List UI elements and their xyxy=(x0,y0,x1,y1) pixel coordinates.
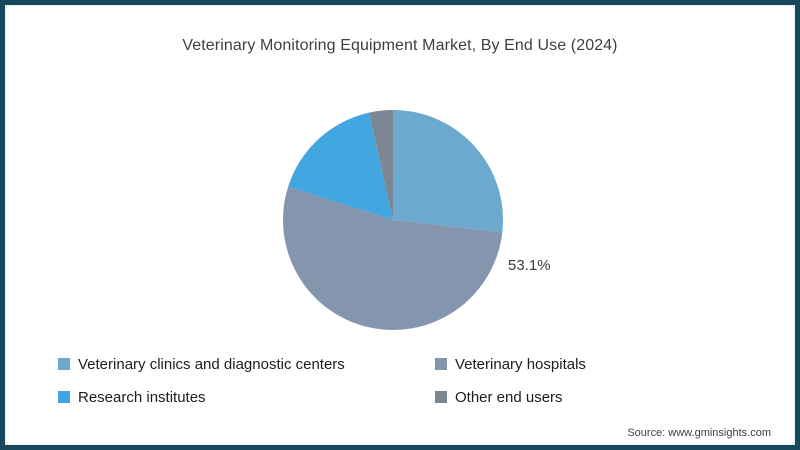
pie-chart xyxy=(283,110,504,330)
legend-swatch-veterinary-clinics-icon xyxy=(58,358,70,370)
legend-swatch-other-end-users-icon xyxy=(435,391,447,403)
legend-swatch-research-institutes-icon xyxy=(58,391,70,403)
legend-item-research-institutes: Research institutes xyxy=(58,387,435,407)
legend-label-veterinary-hospitals: Veterinary hospitals xyxy=(455,355,586,373)
pie-slice-veterinary-clinics-and-diagnostic-centers xyxy=(393,110,504,233)
chart-title: Veterinary Monitoring Equipment Market, … xyxy=(182,37,618,54)
data-label-veterinary-hospitals: 53.1% xyxy=(508,257,551,274)
legend-swatch-veterinary-hospitals-icon xyxy=(435,358,447,370)
pie-slice-research-institutes xyxy=(288,112,393,220)
pie-slice-other-end-users xyxy=(369,110,393,220)
legend-label-research-institutes: Research institutes xyxy=(78,388,206,406)
legend-label-other-end-users: Other end users xyxy=(455,388,563,406)
legend-item-veterinary-hospitals: Veterinary hospitals xyxy=(435,354,586,374)
pie-svg xyxy=(283,110,504,330)
legend: Veterinary clinics and diagnostic center… xyxy=(58,354,586,407)
legend-label-veterinary-clinics: Veterinary clinics and diagnostic center… xyxy=(78,355,345,373)
source-note: Source: www.gminsights.com xyxy=(627,427,771,439)
legend-item-other-end-users: Other end users xyxy=(435,387,586,407)
legend-item-veterinary-clinics: Veterinary clinics and diagnostic center… xyxy=(58,354,435,374)
pie-slice-veterinary-hospitals xyxy=(283,186,503,330)
